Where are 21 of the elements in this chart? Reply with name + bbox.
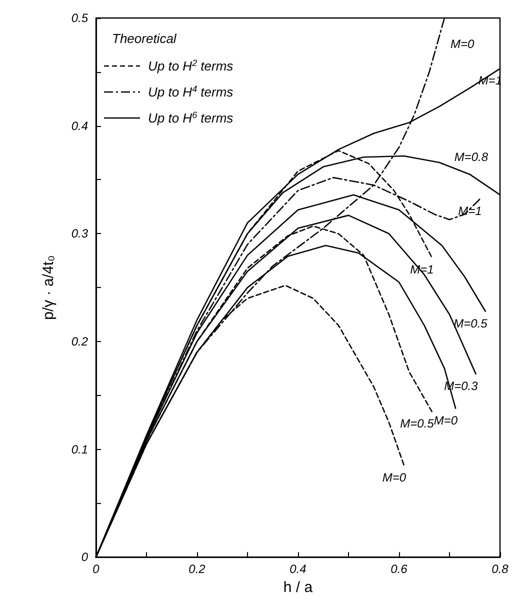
y-tick-label: 0.5 [71, 11, 88, 25]
series-label: M=0.8 [454, 150, 488, 164]
x-axis-title: h / a [283, 579, 314, 596]
series-label: M=1 [458, 204, 482, 218]
y-tick-label: 0.4 [71, 118, 88, 133]
x-tick-label: 0.4 [290, 562, 307, 576]
y-tick-label: 0.2 [71, 334, 88, 348]
y-tick-label: 0.3 [71, 226, 88, 241]
series-label: M=0.5 [400, 416, 434, 431]
y-tick-label: 0 [81, 550, 88, 564]
series-label: M=0 [382, 470, 406, 484]
x-tick-label: 0.6 [390, 562, 408, 576]
y-axis-title: p/γ · a/4t₀ [40, 255, 57, 320]
y-tick-label: 0.1 [71, 442, 88, 456]
x-tick-label: 0.2 [188, 562, 206, 576]
x-tick-label: 0.8 [492, 562, 509, 576]
x-tick-label: 0 [92, 562, 100, 576]
series-label: M=0 [450, 37, 474, 51]
legend-title: Theoretical [112, 31, 178, 46]
series-label: M=0.5 [454, 316, 488, 330]
series-label: M=0 [434, 413, 458, 428]
